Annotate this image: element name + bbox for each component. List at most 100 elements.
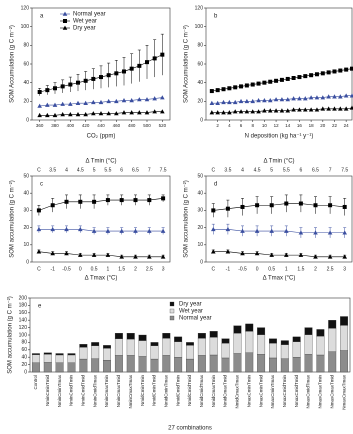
marker	[279, 77, 284, 82]
marker	[227, 99, 232, 105]
marker	[91, 76, 96, 81]
marker	[121, 110, 127, 115]
bar-segment	[43, 362, 52, 373]
bar-segment	[304, 334, 313, 355]
marker	[244, 98, 250, 104]
top-tick-label: C	[37, 167, 41, 173]
y-tick-label: 0	[24, 369, 27, 375]
bar-segment	[245, 331, 254, 353]
x-tick-label: NmaxCminTmid	[258, 375, 263, 408]
bar-segment	[162, 338, 171, 356]
marker	[254, 251, 260, 256]
marker	[233, 85, 238, 90]
marker	[332, 106, 337, 111]
x-tick-label: 4	[228, 123, 231, 128]
marker	[350, 66, 353, 71]
top-tick-label: 6.5	[132, 167, 139, 173]
bar-segment	[328, 351, 337, 373]
marker	[144, 97, 150, 102]
marker	[250, 82, 255, 87]
marker	[274, 78, 279, 83]
marker	[308, 95, 314, 100]
bar-segment	[269, 357, 277, 373]
x-tick-label: 420	[82, 123, 90, 128]
marker	[327, 254, 333, 259]
marker	[284, 201, 289, 206]
marker	[106, 73, 111, 78]
y-tick-label: 0	[26, 259, 29, 265]
marker	[256, 109, 261, 114]
bar-segment	[233, 353, 242, 373]
marker	[133, 228, 138, 233]
marker	[269, 228, 274, 233]
marker	[37, 112, 42, 118]
top-tick-label: 6	[120, 167, 123, 173]
bar-segment	[340, 316, 349, 326]
legend-swatch	[169, 315, 175, 321]
marker	[262, 98, 267, 103]
y-tick-label: 180	[19, 303, 28, 309]
bar-segment	[31, 353, 40, 355]
bar-segment	[55, 354, 64, 363]
y-axis-label: SOM accumulation (g C m⁻²)	[184, 180, 190, 258]
bar-segment	[174, 336, 183, 342]
marker	[267, 98, 273, 103]
marker	[342, 254, 347, 259]
bar-segment	[162, 332, 171, 339]
bar-segment	[316, 329, 325, 337]
marker	[68, 101, 73, 106]
marker	[209, 89, 214, 94]
series-line	[213, 229, 345, 234]
bar-segment	[245, 323, 254, 332]
top-tick-label: 4.5	[254, 167, 261, 173]
marker	[209, 100, 215, 105]
marker	[91, 252, 97, 257]
marker	[297, 75, 302, 80]
marker	[291, 96, 296, 101]
marker	[250, 98, 256, 104]
marker	[227, 110, 232, 115]
x-tick-label: Control	[33, 375, 38, 390]
y-tick-label: 100	[195, 24, 204, 30]
x-tick-label: NminCminTmax	[57, 374, 62, 407]
y-tick-label: 0	[200, 259, 203, 265]
marker	[129, 110, 134, 115]
marker	[326, 70, 331, 75]
marker	[267, 108, 273, 113]
bar-segment	[292, 357, 301, 373]
x-tick-label: NmidCmaxTmin	[211, 375, 216, 408]
plot-frame	[205, 175, 353, 263]
x-tick-label: 20	[320, 123, 326, 128]
marker	[64, 199, 69, 204]
bar-segment	[79, 344, 88, 348]
marker	[63, 19, 67, 23]
bar-segment	[186, 358, 194, 373]
x-tick-label: NminCmaxTmin	[104, 375, 109, 408]
y-tick-label: 80	[21, 340, 27, 346]
marker	[232, 99, 238, 105]
legend-label: Wet year	[73, 19, 97, 25]
x-axis-label: 27 combinations	[168, 426, 212, 432]
marker	[121, 98, 127, 103]
marker	[75, 112, 81, 117]
bar-segment	[162, 355, 171, 373]
x-tick-label: 0	[256, 266, 259, 272]
marker	[244, 83, 249, 88]
y-tick-label: 100	[21, 24, 30, 30]
x-tick-label: 1.5	[297, 266, 304, 272]
bar-segment	[197, 332, 206, 339]
marker	[238, 98, 244, 104]
marker	[269, 252, 274, 257]
y-tick-label: 40	[197, 80, 203, 86]
bar-segment	[186, 342, 194, 346]
marker	[268, 79, 273, 84]
bar-segment	[292, 341, 301, 358]
marker	[313, 230, 318, 235]
x-tick-label: 0.5	[268, 266, 275, 272]
marker	[313, 203, 318, 208]
bar-segment	[126, 355, 135, 373]
x-tick-label: NmaxCmaxTmid	[329, 375, 334, 409]
bar-segment	[304, 354, 313, 373]
y-tick-label: 40	[23, 191, 29, 197]
y-tick-label: 80	[197, 43, 203, 49]
